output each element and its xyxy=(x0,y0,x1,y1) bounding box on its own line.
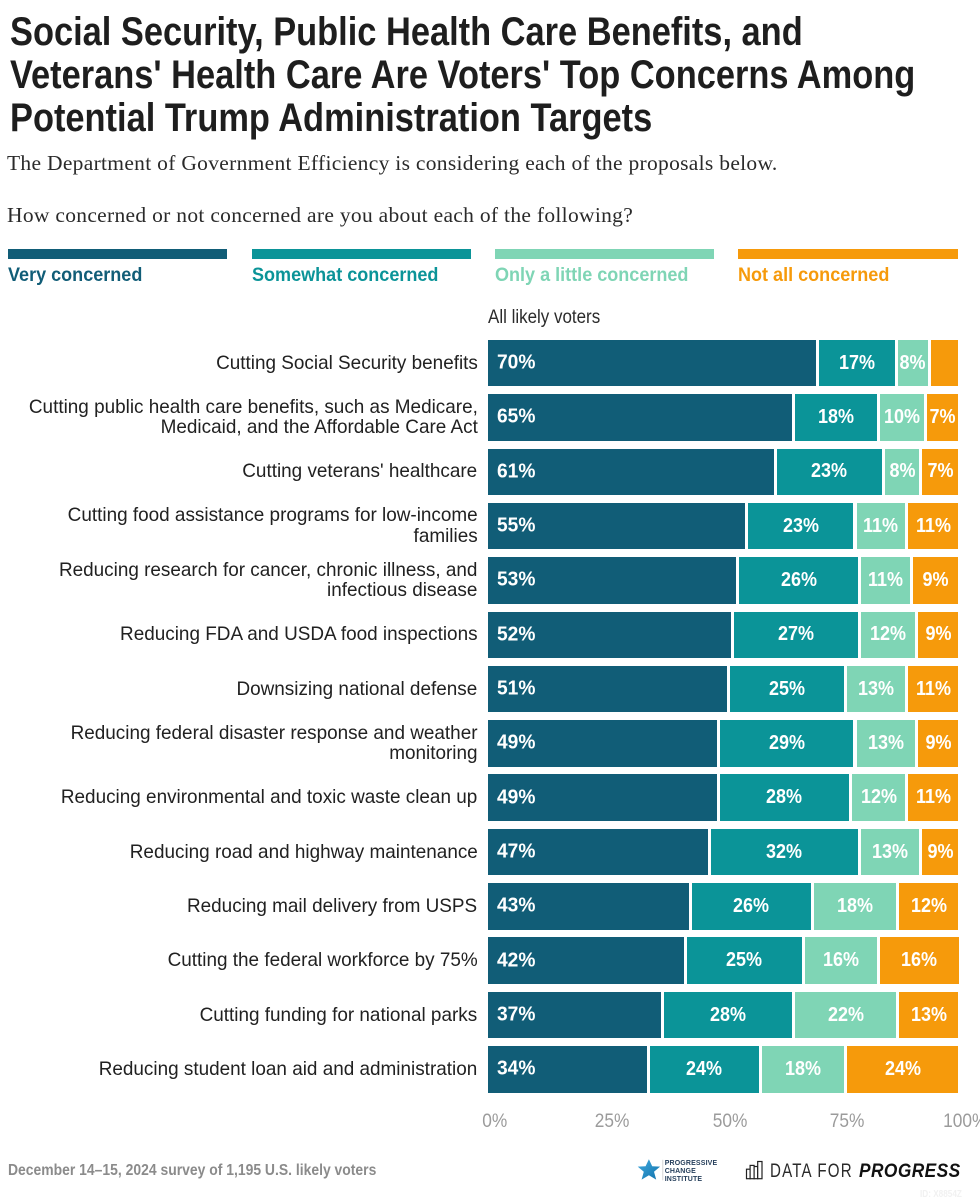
svg-text:CHANGE: CHANGE xyxy=(665,1168,696,1175)
svg-text:INSTITUTE: INSTITUTE xyxy=(665,1176,703,1183)
svg-text:PROGRESSIVE: PROGRESSIVE xyxy=(665,1160,718,1167)
